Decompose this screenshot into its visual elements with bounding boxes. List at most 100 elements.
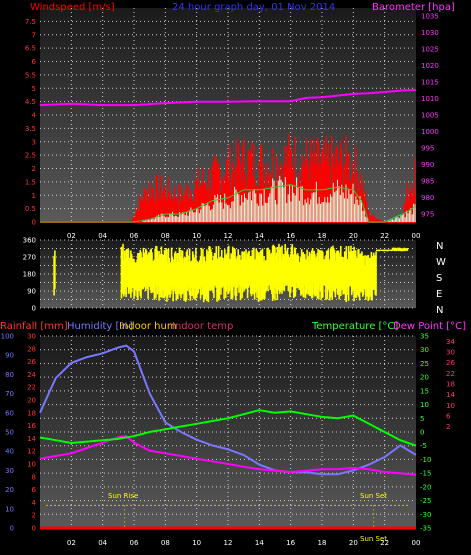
legend-rainfall: Rainfall [mm] [0, 321, 68, 332]
humidity-tick: 40 [5, 448, 14, 456]
dewpoint-tick: 6 [446, 413, 451, 421]
wind-x-tick: 12 [224, 232, 233, 240]
barometer-tick: 990 [421, 161, 434, 169]
compass-n-top: N [436, 241, 443, 252]
sun-rise-label: Sun Rise [108, 492, 138, 500]
compass-s: S [436, 273, 442, 284]
temp-x-tick: 16 [286, 539, 295, 547]
compass-n-bottom: N [436, 305, 443, 316]
humidity-line [39, 344, 417, 476]
rain-tick: 6 [32, 486, 37, 494]
temp-x-tick: 18 [318, 539, 327, 547]
wind-x-tick: 02 [67, 232, 76, 240]
windspeed-tick: 3.5 [25, 125, 36, 133]
barometer-line [39, 89, 417, 107]
windspeed-tick: 5.5 [25, 71, 36, 79]
rain-tick: 2 [32, 512, 36, 520]
temperature-line [39, 409, 417, 447]
barometer-tick: 1025 [421, 46, 439, 54]
dewpoint-tick: 18 [446, 381, 455, 389]
dewpoint-tick: 2 [446, 423, 450, 431]
barometer-tick: 980 [421, 194, 434, 202]
barometer-tick: 975 [421, 210, 434, 218]
wind-x-tick: 00 [412, 232, 421, 240]
temp-x-tick: 02 [67, 539, 76, 547]
dewpoint-tick: 10 [446, 402, 455, 410]
direction-tick: 360 [23, 237, 36, 245]
humidity-tick: 90 [5, 352, 14, 360]
rain-tick: 14 [27, 435, 36, 443]
tick-labels: 0 0.5 1 1.5 2 2.5 3 3.5 4 4.5 5 5.5 6 6.5 7 7.5 975 980 98… [1, 13, 456, 547]
rain-tick: 10 [27, 461, 36, 469]
wind-x-tick: 20 [349, 232, 358, 240]
temperature-tick: 15 [420, 387, 429, 395]
barometer-tick: 1035 [421, 13, 439, 21]
chart-title: 24 hour graph day, 01 Nov 2014 [172, 2, 335, 13]
sun-set-label: Sun Set [360, 492, 387, 500]
legend-dew-point: Dew Point [°C] [393, 321, 466, 332]
dewpoint-tick: 30 [446, 349, 455, 357]
temperature-tick: 20 [420, 374, 429, 382]
rain-tick: 8 [32, 473, 36, 481]
humidity-tick: 60 [5, 409, 14, 417]
humidity-tick: 30 [5, 467, 14, 475]
rain-tick: 30 [27, 333, 36, 341]
sun-set-label-bottom: Sun Set [360, 535, 387, 543]
dewpoint-tick: 34 [446, 338, 455, 346]
dewpoint-tick: 26 [446, 359, 455, 367]
windspeed-axis-label: Windspeed [m/s] [30, 2, 115, 13]
legend-temperature: Temperature [°C] [311, 321, 398, 332]
windspeed-tick: 6.5 [25, 45, 36, 53]
temperature-tick: -10 [420, 456, 431, 464]
temperature-tick: -20 [420, 483, 431, 491]
wind-x-tick: 16 [286, 232, 295, 240]
barometer-axis-label: Barometer [hpa] [372, 2, 455, 13]
barometer-tick: 985 [421, 177, 434, 185]
windspeed-tick: 0 [32, 219, 36, 227]
humidity-tick: 10 [5, 505, 14, 513]
windspeed-tick: 0.5 [25, 205, 36, 213]
humidity-tick: 0 [10, 525, 14, 533]
wind-x-tick: 18 [318, 232, 327, 240]
wind-x-tick: 10 [192, 232, 201, 240]
humidity-tick: 50 [5, 429, 14, 437]
rain-tick: 4 [32, 499, 37, 507]
rain-tick: 18 [27, 409, 36, 417]
humidity-tick: 80 [5, 371, 14, 379]
temperature-tick: -35 [420, 525, 431, 533]
dewpoint-tick: 22 [446, 370, 455, 378]
legend-indoor-hum: Indoor hum [119, 321, 177, 332]
windspeed-tick: 2 [32, 165, 36, 173]
temperature-tick: 35 [420, 333, 429, 341]
rain-tick: 16 [27, 422, 36, 430]
temp-x-tick: 06 [130, 539, 139, 547]
temperature-tick: 0 [420, 429, 424, 437]
humidity-tick: 20 [5, 486, 14, 494]
windspeed-tick: 6 [32, 58, 37, 66]
windspeed-tick: 7.5 [25, 18, 36, 26]
wind-x-tick: 06 [130, 232, 139, 240]
temperature-tick: 10 [420, 401, 429, 409]
temperature-tick: 25 [420, 360, 429, 368]
windspeed-tick: 2.5 [25, 152, 36, 160]
barometer-tick: 1000 [421, 128, 439, 136]
temp-x-tick: 14 [255, 539, 264, 547]
direction-tick: 180 [23, 271, 36, 279]
gust-line [40, 184, 417, 223]
rain-tick: 26 [27, 358, 36, 366]
barometer-tick: 995 [421, 144, 434, 152]
windspeed-tick: 7 [32, 31, 36, 39]
temp-x-tick: 08 [161, 539, 170, 547]
barometer-tick: 1005 [421, 112, 439, 120]
barometer-tick: 1020 [421, 62, 439, 70]
humidity-tick: 100 [1, 333, 14, 341]
temp-x-tick: 22 [380, 539, 389, 547]
rain-tick: 0 [32, 525, 36, 533]
direction-tick: 90 [27, 288, 36, 296]
rain-tick: 28 [27, 345, 36, 353]
barometer-tick: 1015 [421, 79, 439, 87]
windspeed-tick: 5 [32, 85, 36, 93]
rain-tick: 22 [27, 384, 36, 392]
direction-tick: 270 [23, 254, 36, 262]
